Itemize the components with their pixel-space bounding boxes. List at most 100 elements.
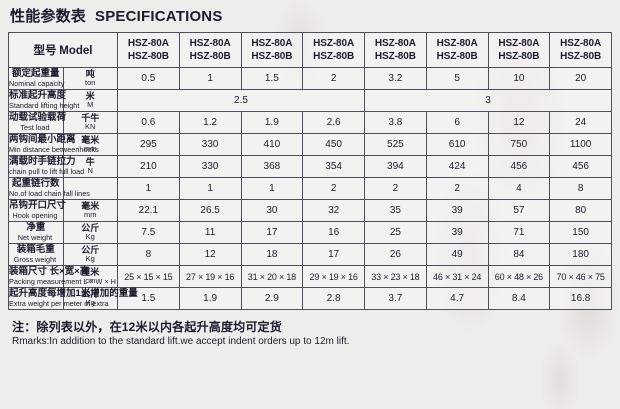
row-label-cn: 起重链行数 [11, 177, 60, 189]
row-label-cell: 起升高度每增加1米增加的重量 Extra weight per meter of … [8, 287, 138, 310]
data-cell: 8 [117, 243, 180, 266]
row-label-cn: 装箱尺寸 长×宽×高 [9, 265, 90, 277]
row-label-cn: 起升高度每增加1米增加的重量 [9, 287, 138, 299]
data-cell-merged: 3 [364, 89, 612, 112]
data-cell: 750 [487, 133, 551, 156]
data-cell: 20 [549, 67, 612, 90]
footnote-en: Rmarks:In addition to the standard lift.… [12, 336, 350, 348]
row-unit-cell: 千牛 KN [62, 111, 118, 134]
model-header-en: Model [59, 45, 93, 57]
data-cell: 16 [302, 221, 365, 244]
data-cell: 33 × 23 × 18 [364, 265, 427, 288]
model-name-a: HSZ-80A [251, 38, 293, 49]
data-cell: 0.6 [117, 111, 180, 134]
data-cell: 6 [425, 111, 489, 134]
page-title-en: SPECIFICATIONS [95, 8, 223, 25]
table-header-row: 型号 Model HSZ-80A HSZ-80B HSZ-80A HSZ-80B HSZ… [8, 32, 612, 68]
model-name-a: HSZ-80A [374, 38, 416, 49]
row-label-cell: 装箱毛重 Gross weight [8, 243, 64, 266]
model-name-b: HSZ-80B [251, 51, 293, 62]
row-label-cell: 满载时手链拉力 chain pull to lift full load [8, 155, 85, 178]
data-cell: 25 × 15 × 15 [117, 265, 180, 288]
data-cell: 180 [549, 243, 612, 266]
data-cell: 60 × 48 × 26 [487, 265, 551, 288]
data-cell: 1 [117, 177, 180, 200]
data-cell: 17 [240, 221, 304, 244]
row-label-cn: 净重 [26, 221, 46, 233]
data-cell: 1.9 [240, 111, 304, 134]
data-cell: 29 × 19 × 16 [302, 265, 365, 288]
row-label-en: chain pull to lift full load [9, 166, 85, 176]
model-name-b: HSZ-80B [436, 51, 478, 62]
row-unit-cell: 毫米 mm [62, 199, 118, 222]
model-header-cell: 型号 Model [8, 32, 118, 68]
model-column-header: HSZ-80A HSZ-80B [425, 32, 489, 68]
row-label-cell: 起重链行数 No.of load chain fall lines [8, 177, 90, 200]
row-label-cn: 装箱毛重 [16, 243, 55, 255]
data-cell: 354 [302, 155, 365, 178]
data-cell: 394 [364, 155, 427, 178]
table-row: 动载试验载荷 Test load 千牛 KN 0.6 1.2 1.9 2.6 3.8 6 12 24 [8, 111, 612, 134]
row-label-en: Gross weight [13, 254, 57, 264]
row-label-cell: 额定起重量 Nominal capacity [8, 67, 65, 90]
data-cell: 210 [117, 155, 180, 178]
row-unit-en: N [87, 166, 93, 176]
footnote-cn: 注：除列表以外，在12米以内各起升高度均可定货 [12, 320, 282, 334]
row-label-en: Nominal capacity [9, 78, 65, 88]
data-cell: 150 [549, 221, 612, 244]
table-row: 吊钩开口尺寸 Hook opening 毫米 mm 22.1 26.5 30 32 35 39 57… [8, 199, 612, 222]
model-column-header: HSZ-80A HSZ-80B [549, 32, 612, 68]
data-cell: 80 [549, 199, 612, 222]
data-cell: 1 [178, 177, 242, 200]
row-label-cell: 标准起升高度 Standard lifting height [8, 89, 79, 112]
table-row: 净重 Net weight 公斤 Kg 7.5 11 17 16 25 39 71 150 [8, 221, 612, 244]
row-label-en: No.of load chain fall lines [9, 188, 90, 198]
data-cell: 18 [240, 243, 304, 266]
table-row: 起升高度每增加1米增加的重量 Extra weight per meter of … [8, 287, 612, 310]
data-cell: 2.9 [240, 287, 304, 310]
data-cell: 8 [549, 177, 612, 200]
row-label-en: Extra weight per meter of extra [9, 298, 109, 308]
data-cell: 2.6 [302, 111, 365, 134]
row-unit-en: ton [85, 78, 96, 88]
data-cell: 39 [425, 221, 489, 244]
data-cell: 35 [364, 199, 427, 222]
model-header-cn: 型号 [33, 45, 57, 57]
table-row: 满载时手链拉力 chain pull to lift full load 牛 N 210… [8, 155, 612, 178]
data-cell: 424 [425, 155, 489, 178]
data-cell: 16.8 [549, 287, 612, 310]
data-cell: 11 [178, 221, 242, 244]
row-label-cn: 动载试验载荷 [9, 111, 67, 123]
data-cell: 7.5 [117, 221, 180, 244]
model-name-a: HSZ-80A [498, 38, 540, 49]
model-name-b: HSZ-80B [189, 51, 231, 62]
model-name-a: HSZ-80A [127, 38, 169, 49]
data-cell: 1100 [549, 133, 612, 156]
row-unit-en: mm [84, 144, 97, 154]
row-unit-cn: 吨 [85, 69, 95, 80]
data-cell: 3.7 [364, 287, 427, 310]
data-cell: 2 [425, 177, 489, 200]
data-cell: 1.5 [240, 67, 304, 90]
model-name-b: HSZ-80B [560, 51, 602, 62]
data-cell: 330 [178, 155, 242, 178]
model-name-b: HSZ-80B [498, 51, 540, 62]
row-unit-cn: 牛 [85, 157, 95, 168]
data-cell: 3.2 [364, 67, 427, 90]
data-cell: 2 [302, 67, 365, 90]
data-cell: 4 [487, 177, 551, 200]
table-row: 装箱毛重 Gross weight 公斤 Kg 8 12 18 17 26 49 84 180 [8, 243, 612, 266]
model-name-a: HSZ-80A [189, 38, 231, 49]
row-label-cn: 标准起升高度 [9, 89, 67, 101]
row-unit-en: M [87, 100, 94, 110]
row-unit-cn: 公斤 [81, 289, 100, 300]
data-cell: 330 [178, 133, 242, 156]
row-label-en: Test load [20, 122, 50, 132]
model-column-header: HSZ-80A HSZ-80B [364, 32, 427, 68]
row-unit-cell: 吨 ton [62, 67, 118, 90]
table-row: 标准起升高度 Standard lifting height 米 M 2.5 3 [8, 89, 612, 112]
row-label-en: Hook opening [12, 210, 58, 220]
row-label-cn: 吊钩开口尺寸 [9, 199, 67, 211]
model-name-a: HSZ-80A [436, 38, 478, 49]
